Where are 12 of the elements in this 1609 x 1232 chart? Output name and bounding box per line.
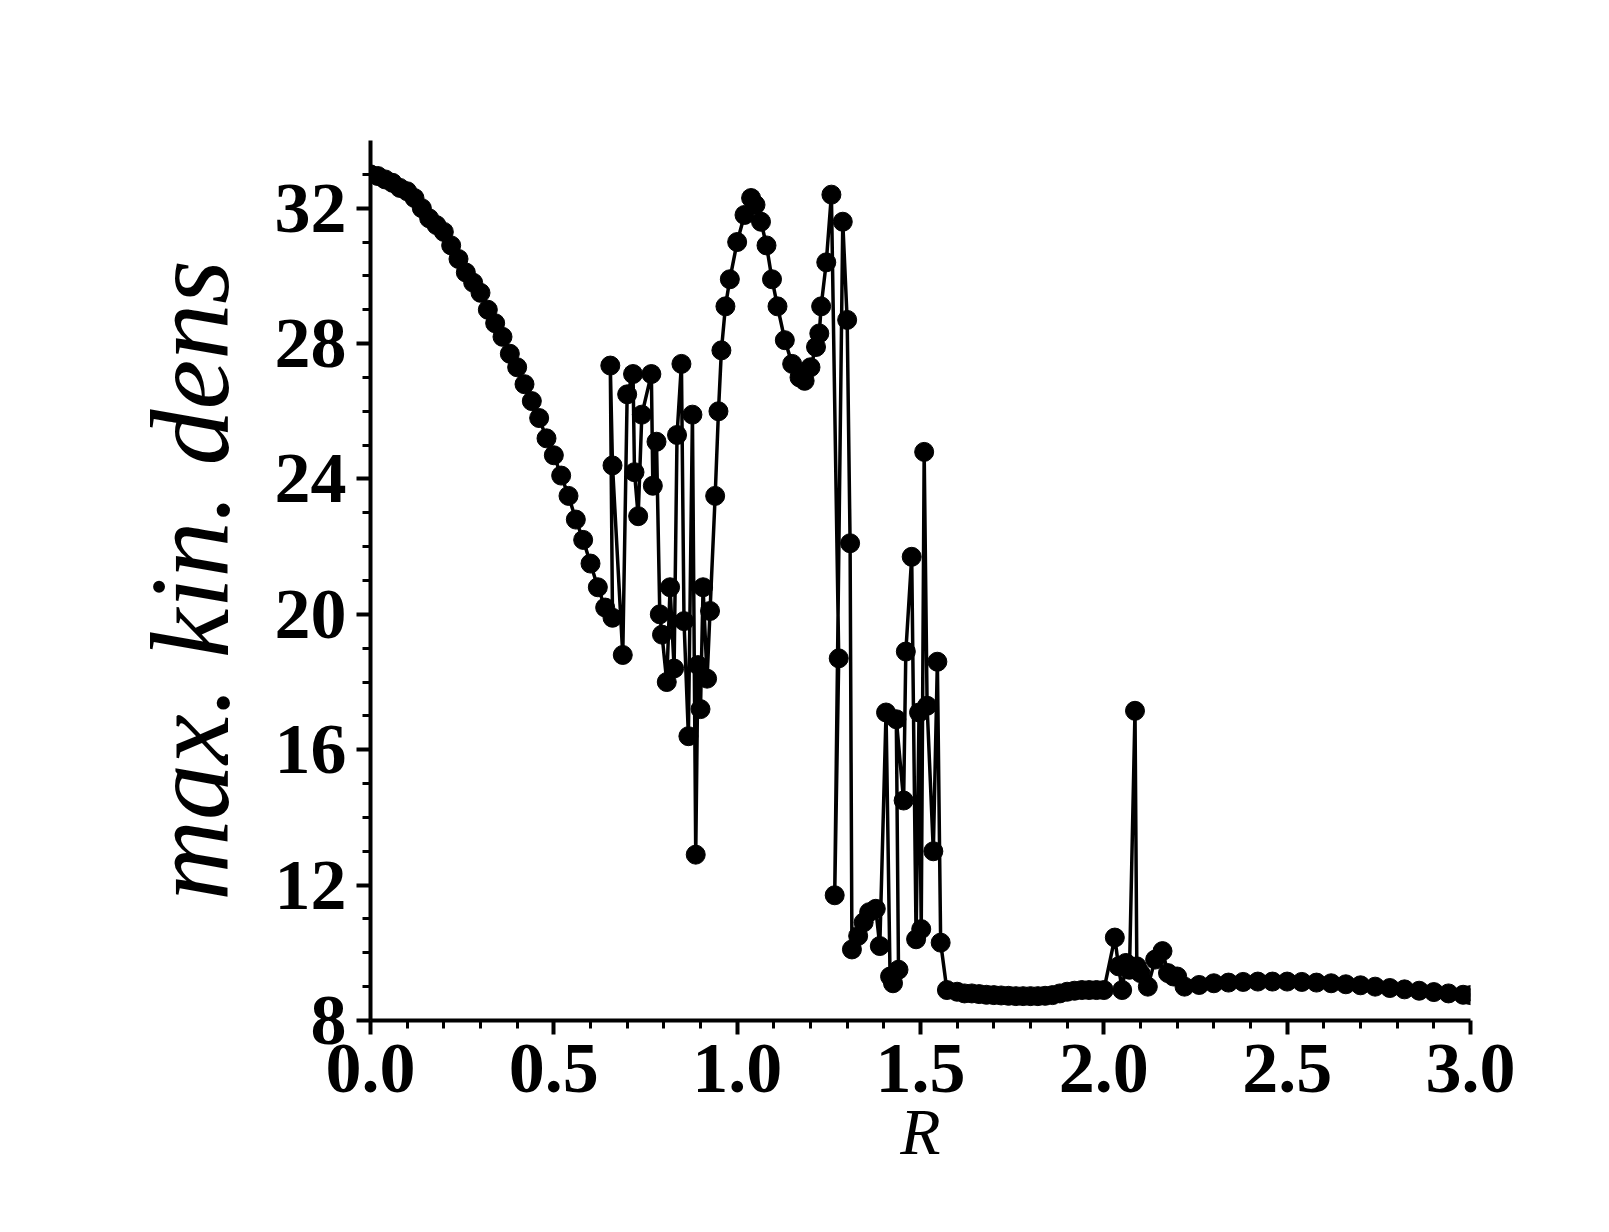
y-tick-label: 28 [274,303,347,384]
x-tick-label: 0.5 [508,1027,599,1108]
y-tick-label: 16 [274,709,347,790]
x-tick-label: 2.5 [1242,1027,1333,1108]
y-tick-label: 24 [274,438,347,519]
y-tick-label: 32 [274,167,347,248]
y-axis-title: max. kin. dens [127,260,252,901]
x-tick-label: 3.0 [1425,1027,1516,1108]
x-tick-label: 1.0 [692,1027,783,1108]
x-tick-label: 2.0 [1058,1027,1149,1108]
y-tick-label: 12 [274,844,347,925]
y-tick-label: 20 [274,573,347,654]
